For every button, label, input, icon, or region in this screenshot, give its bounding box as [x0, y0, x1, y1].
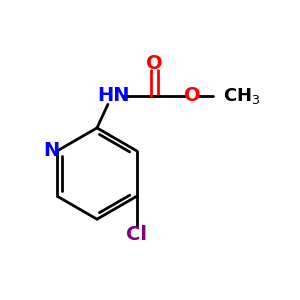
Text: O: O — [184, 86, 201, 105]
Text: CH$_3$: CH$_3$ — [223, 85, 260, 106]
Text: HN: HN — [97, 86, 129, 105]
Text: N: N — [43, 141, 59, 160]
Text: O: O — [146, 54, 163, 73]
Text: Cl: Cl — [126, 225, 147, 244]
